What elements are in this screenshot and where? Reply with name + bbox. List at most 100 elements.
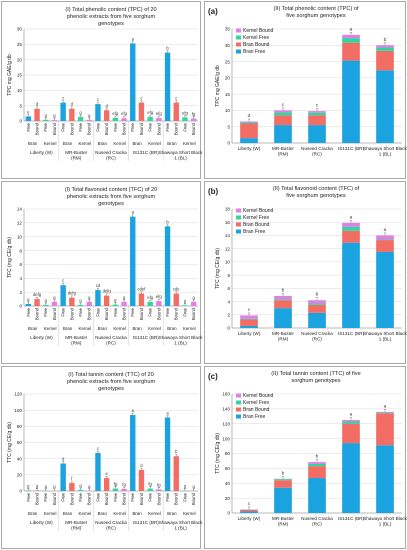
y-tick-label: 8 [19,248,22,253]
x-tick-label-fraction: Bound [104,492,109,505]
y-tick-label: 140 [222,407,230,412]
x-tick-label-fraction: Free [165,122,170,131]
x-tick-label: Shawaya Short Black 1 (BL) [363,146,407,157]
bar [69,482,75,491]
x-genotype-label-line: (RC) [106,341,116,346]
stacked-segment [240,318,258,320]
x-genotype-label-line: (RC) [106,156,116,161]
bar [25,116,32,121]
x-tick-label-line: 1 (BL) [379,337,392,342]
x-group-label-kernel: Kernel [113,326,126,331]
x-tick-label-fraction: Bound [174,122,179,135]
significance-letter: a [350,413,353,418]
x-group-label-bran: Bran [28,141,38,146]
stacked-segment [376,251,394,328]
x-tick-label-fraction: Bound [139,492,144,505]
x-genotype-label-line: (RM) [71,526,82,531]
y-axis-label: TPC mg GAE/g db [215,65,221,107]
stacked-segment [308,466,326,479]
y-tick-label: 0 [227,326,230,331]
bar [95,290,101,306]
y-tick-label: 2 [227,312,230,317]
x-genotype-label-line: (RC) [106,526,116,531]
bar [112,488,119,491]
bar [130,43,136,122]
x-group-label-kernel: Kernel [79,511,92,516]
x-tick-label-line: (RC) [312,522,322,527]
x-group-label-bran: Bran [98,511,108,516]
bar [173,102,179,121]
x-group-label-bran: Bran [167,511,177,516]
x-genotype-label: Liberty (W) [30,150,53,155]
chart-title-line: genotypes [98,386,124,392]
stacked-segment [274,300,292,309]
x-tick-label-fraction: Free [61,122,66,131]
significance-letter: c [248,502,251,507]
x-tick-label-line: MR-Buster [272,516,294,521]
significance-letter: g [79,298,82,303]
stacked-segment [376,445,394,513]
x-tick-label: IS131C (BR) [338,331,365,336]
bar [34,108,40,121]
x-tick-label-line: MR-Buster [272,331,294,336]
y-tick-label: 10 [17,88,23,93]
stacked-segment [376,412,394,414]
stacked-segment [274,112,292,116]
x-group-label-bran: Bran [132,141,142,146]
stacked-segment [308,462,326,464]
legend-swatch [236,414,241,419]
x-tick-label-fraction: Bound [174,492,179,505]
x-group-label-bran: Bran [167,141,177,146]
y-tick-label: 20 [17,57,23,62]
y-tick-label: 12 [17,221,23,226]
x-group-label-kernel: Kernel [148,326,161,331]
x-tick-label-fraction: Bound [174,307,179,320]
significance-letter: b [316,292,319,298]
stacked-segment [308,111,326,113]
significance-letter: efg [112,111,118,116]
significance-letter: g [27,484,30,489]
stacked-segment [240,511,258,513]
x-tick-label-fraction: Bound [87,492,92,505]
stacked-segment [376,50,394,71]
x-group-label-bran: Bran [28,326,38,331]
x-group-label-bran: Bran [63,141,73,146]
x-tick-label: Shawaya Short Black 1 (BL) [363,516,407,527]
legend-swatch [236,208,241,213]
x-tick-label-fraction: Free [26,307,31,316]
x-tick-label-fraction: Free [43,492,48,501]
x-tick-label-fraction: Bound [104,122,109,135]
x-tick-label: Nuseed Cracka (RC) [301,516,333,527]
x-group-label-kernel: Kernel [44,511,57,516]
stacked-segment [342,42,360,61]
x-tick-label-line: 1 (BL) [379,152,392,157]
legend-label: Kernel Bound [243,28,274,34]
x-genotype-label: IS131C (BR) [133,520,160,525]
x-tick-label-fraction: Bound [69,122,74,135]
x-tick-label: Shawaya Short Black 1 (BL) [363,331,407,342]
y-tick-label: 5 [227,124,230,129]
y-tick-label: 30 [17,27,23,32]
legend-label: Bran Free [243,49,265,55]
x-tick-label-fraction: Bound [52,307,57,320]
x-genotype-label-line: 1 (BL) [174,526,187,531]
x-tick-label: IS131C (BR) [338,146,365,151]
x-genotype-label-line: Shawaya Short Black [159,335,203,340]
stacked-segment [376,240,394,252]
stacked-segment [274,479,292,481]
legend-swatch [236,49,241,54]
bar [121,301,127,306]
y-axis-label: TFC (mg CE/g db) [215,248,221,289]
x-genotype-label: Shawaya Short Black 1 (BL) [159,150,203,161]
significance-letter: efg [147,110,153,115]
x-tick-label-fraction: Free [130,122,135,131]
significance-letter: b [175,449,178,454]
x-tick-label-fraction: Free [26,122,31,131]
legend-swatch [236,393,241,398]
stacked-segment [342,423,360,444]
x-tick-label-fraction: Free [43,122,48,131]
significance-letter: efg [147,295,153,300]
bar [182,117,188,121]
significance-letter: b [316,454,319,460]
significance-letter: g [36,484,39,489]
